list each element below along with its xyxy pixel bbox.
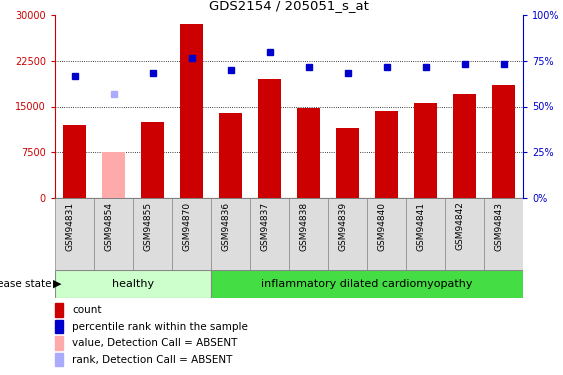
- Bar: [453, 94, 476, 198]
- Bar: [219, 112, 242, 198]
- Text: rank, Detection Call = ABSENT: rank, Detection Call = ABSENT: [72, 354, 233, 364]
- Bar: [55, 303, 64, 317]
- Bar: [55, 336, 64, 350]
- Text: inflammatory dilated cardiomyopathy: inflammatory dilated cardiomyopathy: [261, 279, 473, 289]
- Bar: [258, 79, 281, 198]
- Text: ▶: ▶: [53, 279, 62, 289]
- Bar: [484, 198, 523, 270]
- Bar: [133, 198, 172, 270]
- Text: GSM94842: GSM94842: [455, 202, 464, 250]
- Text: GSM94855: GSM94855: [144, 202, 153, 251]
- Text: GSM94839: GSM94839: [338, 202, 347, 251]
- Text: value, Detection Call = ABSENT: value, Detection Call = ABSENT: [72, 338, 237, 348]
- Text: GSM94840: GSM94840: [378, 202, 387, 250]
- Bar: [336, 128, 359, 198]
- Bar: [141, 122, 164, 198]
- Text: healthy: healthy: [112, 279, 154, 289]
- Bar: [102, 152, 125, 198]
- Bar: [63, 125, 86, 198]
- Bar: [211, 198, 250, 270]
- Bar: [375, 111, 398, 198]
- Text: percentile rank within the sample: percentile rank within the sample: [72, 321, 248, 332]
- Bar: [367, 198, 406, 270]
- Bar: [55, 320, 64, 333]
- Bar: [289, 198, 328, 270]
- Bar: [55, 198, 94, 270]
- Text: GSM94841: GSM94841: [417, 202, 426, 250]
- Bar: [180, 24, 203, 198]
- Bar: [172, 198, 211, 270]
- Bar: [55, 353, 64, 366]
- Bar: [328, 198, 367, 270]
- Text: GSM94838: GSM94838: [300, 202, 309, 251]
- Bar: [55, 270, 211, 298]
- Bar: [414, 104, 437, 198]
- Title: GDS2154 / 205051_s_at: GDS2154 / 205051_s_at: [209, 0, 369, 12]
- Bar: [297, 108, 320, 198]
- Bar: [445, 198, 484, 270]
- Text: GSM94831: GSM94831: [65, 202, 74, 251]
- Text: GSM94843: GSM94843: [494, 202, 503, 250]
- Bar: [492, 85, 515, 198]
- Text: GSM94837: GSM94837: [261, 202, 270, 251]
- Bar: [406, 198, 445, 270]
- Text: disease state: disease state: [0, 279, 52, 289]
- Text: GSM94854: GSM94854: [105, 202, 114, 250]
- Text: GSM94870: GSM94870: [182, 202, 191, 251]
- Bar: [250, 198, 289, 270]
- Bar: [94, 198, 133, 270]
- Text: GSM94836: GSM94836: [221, 202, 230, 251]
- Bar: [211, 270, 523, 298]
- Text: count: count: [72, 305, 101, 315]
